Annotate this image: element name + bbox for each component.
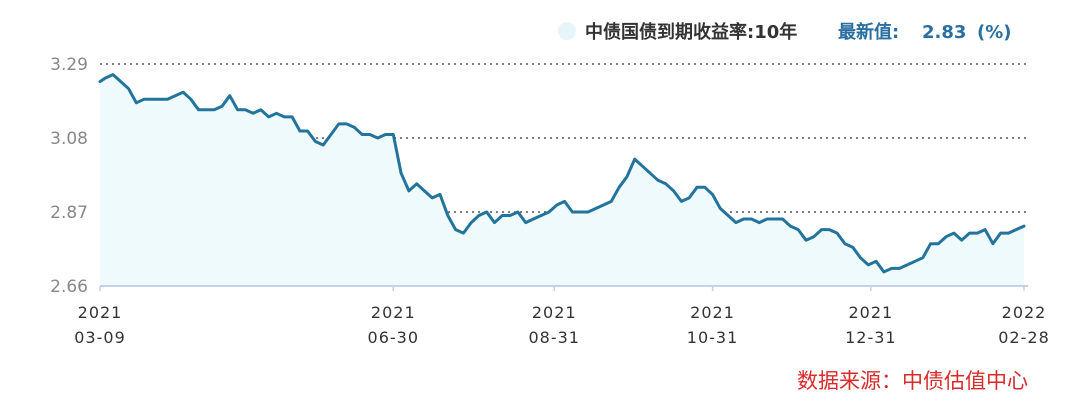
legend-latest-value: 2.83 xyxy=(922,22,966,43)
legend: 中债国债到期收益率:10年 最新值: 2.83 (%) xyxy=(558,21,1012,43)
x-tick-year: 2021 xyxy=(371,303,416,322)
plot-area xyxy=(98,73,1026,286)
x-tick-year: 2021 xyxy=(532,303,577,322)
y-tick-label: 3.29 xyxy=(50,55,88,75)
x-tick-date: 02-28 xyxy=(998,328,1050,347)
x-tick-year: 2021 xyxy=(78,303,123,322)
x-tick-date: 12-31 xyxy=(845,328,897,347)
y-tick-label: 2.87 xyxy=(50,203,88,223)
legend-unit: (%) xyxy=(977,22,1012,43)
series-area xyxy=(100,74,1024,286)
x-tick-date: 10-31 xyxy=(687,328,739,347)
x-tick-date: 08-31 xyxy=(528,328,580,347)
x-axis-ticks: 2021 03-09 2021 06-30 2021 08-31 2021 10-31 2021… xyxy=(74,286,1050,347)
x-tick-date: 06-30 xyxy=(368,328,420,347)
y-tick-label: 3.08 xyxy=(50,129,88,149)
x-tick-year: 2021 xyxy=(849,303,894,322)
x-tick-year: 2022 xyxy=(1002,303,1047,322)
legend-series-label: 中债国债到期收益率:10年 xyxy=(585,21,797,43)
series-line xyxy=(98,73,1026,274)
y-axis-ticks: 3.29 3.08 2.87 2.66 xyxy=(50,55,88,297)
legend-dot xyxy=(558,22,576,40)
x-tick-year: 2021 xyxy=(690,303,735,322)
y-tick-label: 2.66 xyxy=(50,277,88,297)
legend-latest-label: 最新值: xyxy=(838,21,899,43)
x-tick-date: 03-09 xyxy=(74,328,126,347)
source-note: 数据来源：中债估值中心 xyxy=(797,369,1028,393)
